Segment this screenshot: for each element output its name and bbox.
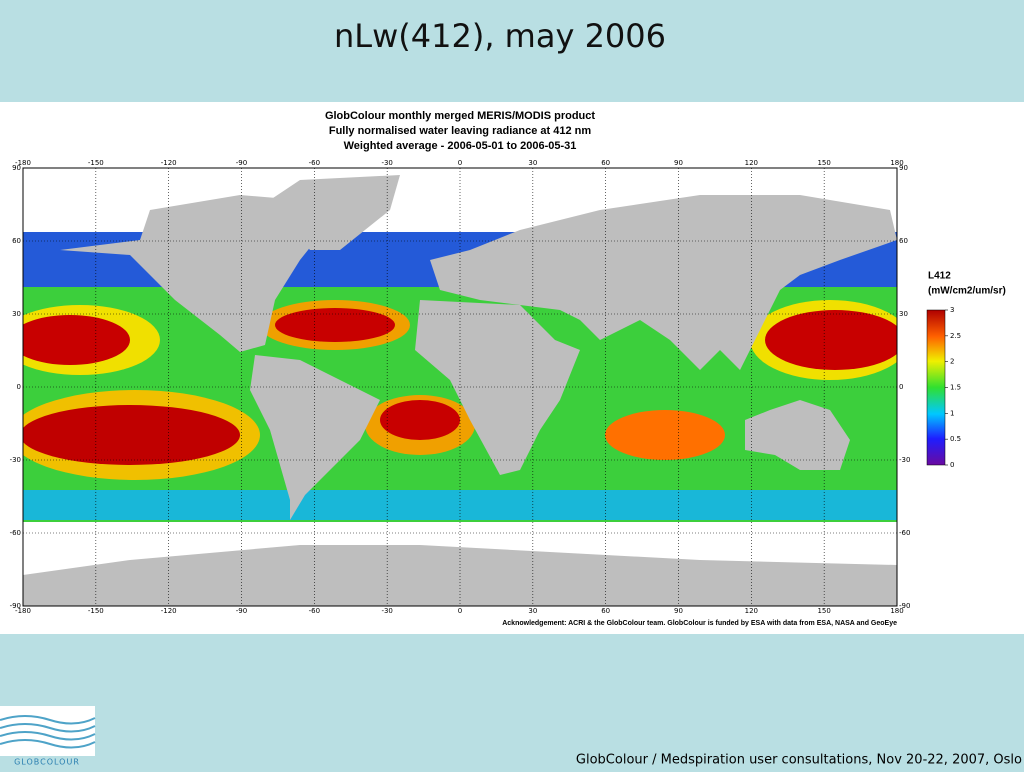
lon-tick-label: 30 — [528, 607, 537, 615]
colorbar-tick-label: 0 — [950, 461, 954, 469]
lon-tick-label: -150 — [88, 607, 104, 615]
map-title: Weighted average - 2006-05-01 to 2006-05… — [344, 140, 577, 152]
lon-tick-label: 60 — [601, 159, 610, 167]
lon-tick-label: 0 — [458, 607, 462, 615]
lon-tick-label: 90 — [674, 607, 683, 615]
colorbar — [926, 309, 946, 466]
lon-tick-label: -30 — [381, 607, 392, 615]
lon-tick-label: 30 — [528, 159, 537, 167]
lon-tick-label: 150 — [817, 159, 830, 167]
lon-tick-label: 0 — [458, 159, 462, 167]
map-title: GlobColour monthly merged MERIS/MODIS pr… — [325, 110, 595, 122]
lat-tick-label: 60 — [899, 237, 908, 245]
lon-tick-label: -90 — [236, 607, 247, 615]
map-frame — [22, 167, 898, 607]
colorbar-tick-label: 0.5 — [950, 435, 961, 443]
lat-tick-label: 0 — [17, 383, 21, 391]
colorbar-tick-label: 2 — [950, 358, 954, 366]
lat-tick-label: 60 — [12, 237, 21, 245]
lon-tick-label: 60 — [601, 607, 610, 615]
lon-tick-label: -150 — [88, 159, 104, 167]
lat-tick-label: 0 — [899, 383, 903, 391]
lon-tick-label: 120 — [745, 607, 758, 615]
lat-tick-label: -30 — [899, 456, 910, 464]
colorbar-tick-label: 3 — [950, 306, 954, 314]
lat-tick-label: -90 — [899, 602, 910, 610]
logo: GLOBCOLOUR — [0, 706, 96, 767]
lat-tick-label: 30 — [12, 310, 21, 318]
lon-tick-label: -120 — [161, 159, 177, 167]
colorbar-title: L412 — [928, 271, 951, 282]
lon-tick-label: 180 — [890, 159, 903, 167]
lon-tick-label: 120 — [745, 159, 758, 167]
lat-tick-label: 90 — [899, 164, 908, 172]
lat-tick-label: -90 — [10, 602, 21, 610]
lon-tick-label: -90 — [236, 159, 247, 167]
lon-tick-label: 180 — [890, 607, 903, 615]
lat-tick-label: -60 — [899, 529, 910, 537]
lon-tick-label: -60 — [309, 159, 320, 167]
map-title: Fully normalised water leaving radiance … — [329, 125, 591, 137]
footer: GlobColour / Medspiration user consultat… — [576, 753, 1022, 768]
lat-tick-label: -30 — [10, 456, 21, 464]
logo-text: GLOBCOLOUR — [14, 758, 80, 767]
lon-tick-label: -120 — [161, 607, 177, 615]
colorbar-unit: (mW/cm2/um/sr) — [928, 286, 1006, 297]
lon-tick-label: -60 — [309, 607, 320, 615]
lon-tick-label: 150 — [817, 607, 830, 615]
lon-tick-label: -180 — [15, 159, 31, 167]
lon-tick-label: -180 — [15, 607, 31, 615]
lon-tick-label: -30 — [381, 159, 392, 167]
lat-tick-label: 30 — [899, 310, 908, 318]
lon-tick-label: 90 — [674, 159, 683, 167]
colorbar-tick-label: 1 — [950, 409, 954, 417]
colorbar-tick-label: 1.5 — [950, 384, 961, 392]
slide-title: nLw(412), may 2006 — [334, 17, 666, 55]
lat-tick-label: 90 — [12, 164, 21, 172]
lat-tick-label: -60 — [10, 529, 21, 537]
colorbar-tick-label: 2.5 — [950, 332, 961, 340]
acknowledgement: Acknowledgement: ACRI & the GlobColour t… — [502, 620, 897, 627]
